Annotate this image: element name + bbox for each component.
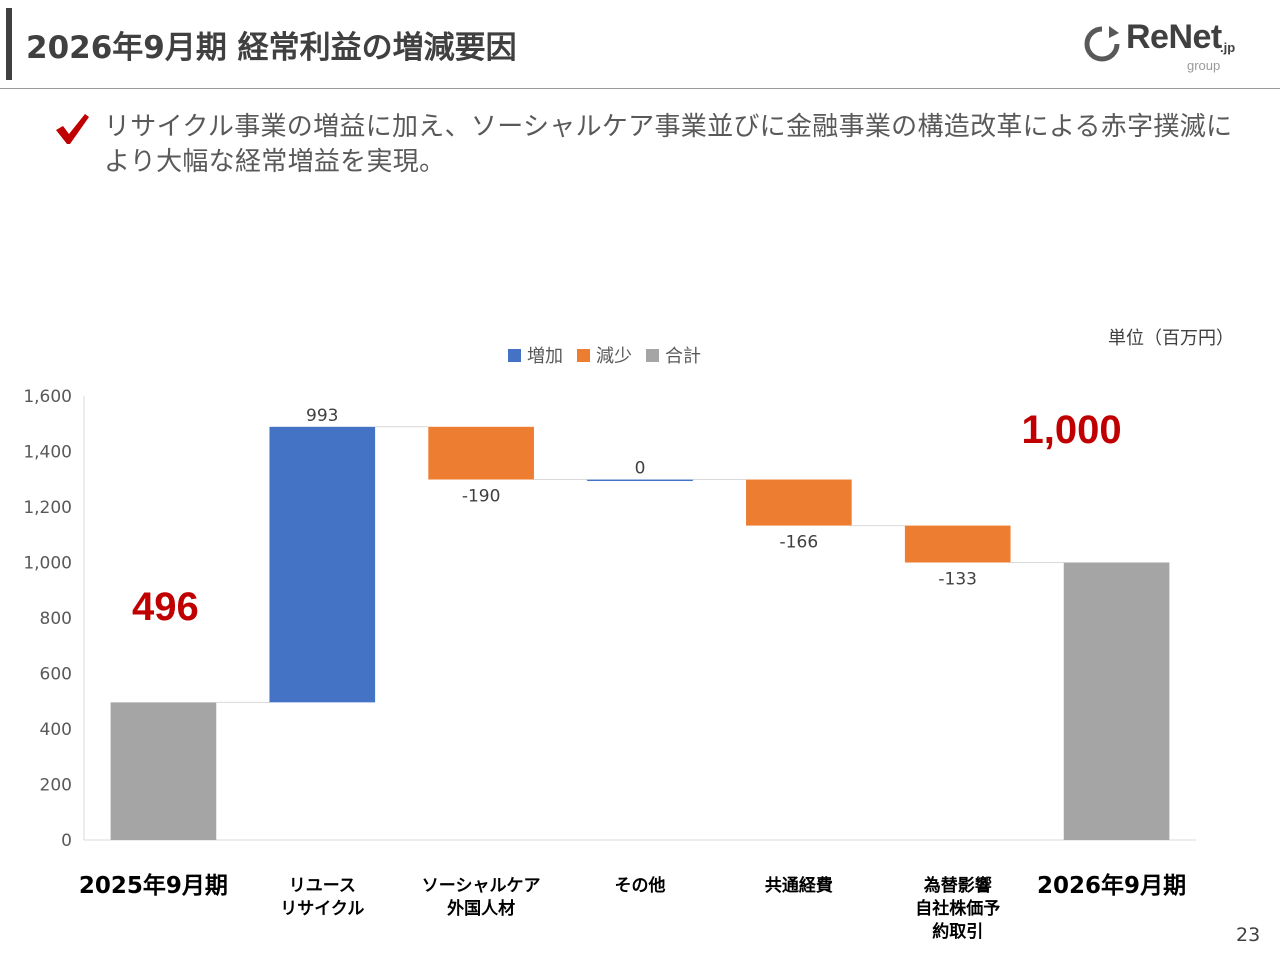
legend-item-decrease: 減少 bbox=[577, 342, 632, 368]
category-label: 共通経費 bbox=[764, 876, 833, 896]
title-divider bbox=[0, 88, 1280, 89]
category-label: 2026年9月期 bbox=[1037, 873, 1187, 899]
category-label: 2025年9月期 bbox=[78, 873, 228, 899]
bar-decrease bbox=[428, 426, 534, 480]
renet-logo: ReNet .jp group bbox=[1082, 18, 1262, 78]
legend-item-total: 合計 bbox=[646, 342, 701, 368]
legend-swatch-increase bbox=[508, 348, 521, 362]
legend-item-increase: 増加 bbox=[508, 342, 563, 368]
bar-total bbox=[110, 702, 217, 840]
category-label: その他 bbox=[614, 876, 666, 896]
chart-legend: 増加 減少 合計 bbox=[508, 342, 701, 368]
total-value-label: 1,000 bbox=[1021, 408, 1122, 452]
bar-increase bbox=[587, 479, 693, 482]
page-title: 2026年9月期 経常利益の増減要因 bbox=[26, 30, 517, 66]
unit-label: 単位（百万円） bbox=[1108, 328, 1234, 349]
y-tick-label: 0 bbox=[61, 831, 72, 851]
category-label: 為替影響 自社株価予 約取引 bbox=[915, 876, 1001, 942]
legend-label-decrease: 減少 bbox=[596, 346, 632, 367]
category-label: ソーシャルケア 外国人材 bbox=[421, 876, 541, 919]
recycle-arrow-icon bbox=[1084, 26, 1120, 62]
y-tick-label: 1,600 bbox=[23, 387, 72, 407]
data-label: -166 bbox=[780, 533, 819, 553]
data-label: -133 bbox=[938, 570, 977, 590]
y-tick-label: 1,000 bbox=[23, 554, 72, 574]
logo-group: group bbox=[1187, 58, 1221, 73]
page-number: 23 bbox=[1236, 924, 1261, 946]
legend-swatch-total bbox=[646, 348, 659, 362]
y-tick-label: 1,200 bbox=[23, 498, 72, 518]
data-label: 0 bbox=[635, 459, 646, 479]
total-value-label: 496 bbox=[132, 585, 199, 629]
category-label: リユース リサイクル bbox=[280, 876, 365, 919]
legend-label-total: 合計 bbox=[665, 346, 701, 367]
bar-total bbox=[1063, 562, 1170, 840]
logo-suffix: .jp bbox=[1220, 40, 1236, 55]
data-label: -190 bbox=[462, 487, 501, 507]
y-tick-label: 1,400 bbox=[23, 443, 72, 463]
bar-increase bbox=[269, 426, 376, 703]
y-tick-label: 600 bbox=[40, 665, 72, 685]
legend-swatch-decrease bbox=[577, 348, 590, 362]
title-accent-bar bbox=[6, 8, 12, 80]
y-tick-label: 800 bbox=[40, 609, 72, 629]
data-label: 993 bbox=[306, 406, 338, 426]
logo-word: ReNet bbox=[1126, 18, 1222, 56]
bullet-text: リサイクル事業の増益に加え、ソーシャルケア事業並びに金融事業の構造改革による赤字… bbox=[104, 112, 1233, 177]
bar-decrease bbox=[746, 479, 852, 526]
y-tick-label: 200 bbox=[40, 776, 72, 796]
legend-label-increase: 増加 bbox=[527, 346, 563, 367]
check-icon bbox=[56, 114, 89, 144]
y-tick-label: 400 bbox=[40, 720, 72, 740]
bar-decrease bbox=[904, 525, 1011, 563]
